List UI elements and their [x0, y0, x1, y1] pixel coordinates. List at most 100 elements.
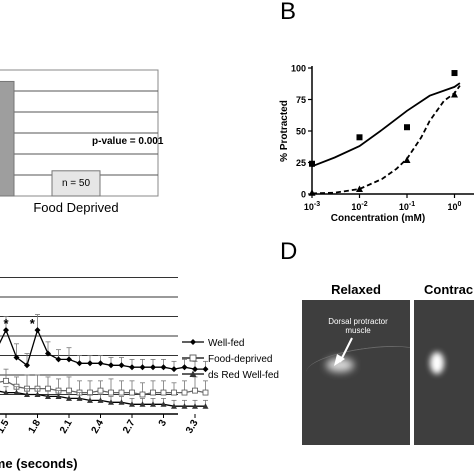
- label-relaxed: Relaxed: [331, 282, 381, 297]
- x-tick-label: 1.5: [0, 418, 12, 436]
- panel-letter-b: B: [280, 0, 297, 25]
- data-point: [202, 403, 209, 409]
- data-point: [76, 360, 83, 367]
- data-point: [129, 389, 135, 396]
- data-point: [24, 391, 30, 397]
- data-point: [160, 389, 167, 396]
- x-tick-label: 10-1: [399, 201, 415, 212]
- x-tick-label: 100: [448, 201, 462, 212]
- data-point: [13, 389, 20, 396]
- data-point: [3, 377, 9, 384]
- y-tick-label: 75: [296, 95, 306, 105]
- x-tick-label: 10-3: [304, 201, 320, 212]
- x-axis-label: Concentration (mM): [331, 213, 425, 224]
- data-point: [24, 362, 30, 369]
- data-point: [76, 395, 83, 401]
- data-point: [87, 360, 93, 367]
- data-point: [139, 391, 146, 398]
- data-point: [309, 160, 315, 167]
- data-point: [150, 401, 156, 407]
- data-point: [97, 387, 104, 394]
- data-point: [129, 364, 135, 371]
- data-point: [150, 389, 156, 396]
- data-point: [202, 366, 209, 373]
- data-point: [192, 403, 198, 409]
- data-point: [192, 366, 198, 373]
- data-point: [3, 327, 9, 334]
- legend-label: Food-deprived: [208, 354, 272, 365]
- legend-label: Well-fed: [208, 338, 245, 349]
- data-point: [160, 401, 167, 407]
- x-tick-label: 3: [157, 418, 170, 429]
- significance-star: *: [3, 316, 9, 331]
- legend-label: ds Red Well-fed: [208, 370, 279, 381]
- data-point: [97, 397, 104, 403]
- data-point: [45, 350, 51, 357]
- data-point: [118, 399, 125, 405]
- bar: [0, 80, 15, 197]
- data-point: [108, 362, 114, 369]
- fit-curve: [311, 82, 461, 168]
- label-contracted: Contrac: [424, 282, 473, 297]
- data-point: [356, 185, 363, 192]
- data-point: [108, 399, 114, 405]
- data-point: [3, 389, 9, 396]
- data-point: [118, 389, 125, 396]
- muscle-glow-relaxed: [326, 358, 354, 372]
- x-axis-label: Time (seconds): [0, 456, 78, 471]
- data-point: [451, 70, 458, 77]
- arrow-head: [334, 354, 345, 366]
- data-point: [181, 403, 188, 409]
- data-point: [308, 189, 316, 196]
- data-point: [160, 364, 167, 371]
- legend-marker: [190, 339, 196, 345]
- data-point: [118, 362, 125, 369]
- data-point: [34, 327, 41, 334]
- data-point: [404, 124, 410, 131]
- data-point: [181, 364, 188, 371]
- data-point: [13, 354, 20, 361]
- data-point: [181, 389, 188, 396]
- data-point: [34, 391, 41, 397]
- data-point: [171, 389, 177, 396]
- data-point: [356, 134, 363, 141]
- data-point: [451, 90, 458, 98]
- y-tick-label: 25: [296, 158, 306, 168]
- data-point: [108, 389, 114, 396]
- data-point: [139, 401, 146, 407]
- data-point: [97, 360, 104, 367]
- data-point: [202, 389, 209, 396]
- y-tick-label: 50: [296, 127, 306, 137]
- data-point: [55, 393, 62, 399]
- data-point: [171, 366, 177, 373]
- panel-letter-d: D: [280, 238, 298, 265]
- data-point: [192, 387, 198, 394]
- data-point: [139, 364, 146, 371]
- muscle-glow-contracted: [430, 352, 444, 374]
- data-point: [87, 397, 93, 403]
- data-point: [403, 156, 411, 163]
- bar: [51, 170, 101, 197]
- muscle-annotation: Dorsal protractor muscle: [328, 317, 388, 335]
- significance-star: *: [30, 316, 36, 331]
- data-point: [55, 356, 62, 363]
- y-tick-label: 0: [301, 190, 306, 200]
- y-tick-label: 100: [291, 64, 306, 74]
- data-point: [171, 403, 177, 409]
- legend-marker: [189, 370, 197, 377]
- data-point: [45, 393, 51, 399]
- data-point: [129, 401, 135, 407]
- x-tick-label: Food Deprived: [33, 200, 118, 215]
- bar-label: n = 50: [62, 178, 91, 189]
- legend-marker: [189, 354, 197, 362]
- annotation-pvalue: p-value = 0.001: [92, 136, 164, 147]
- micrograph-contracted: [414, 300, 474, 445]
- data-point: [150, 364, 156, 371]
- data-point: [66, 356, 72, 363]
- data-point: [66, 395, 72, 401]
- y-axis-label: % Protracted: [279, 100, 290, 162]
